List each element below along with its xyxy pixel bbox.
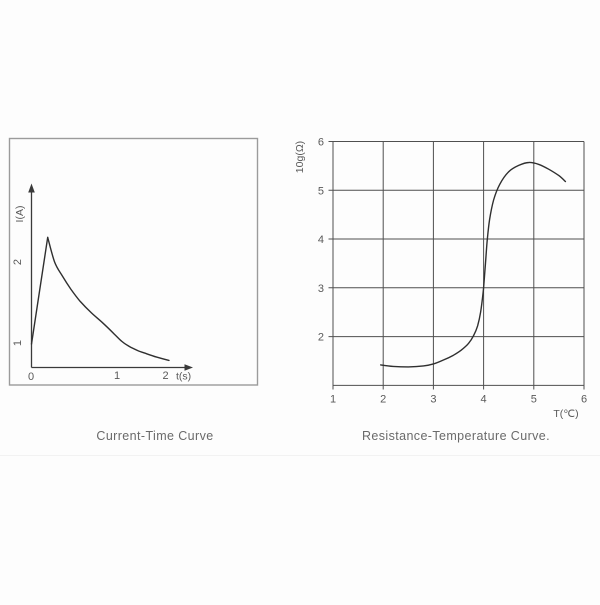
y-tick-label: 3	[318, 283, 324, 295]
y-tick-label: 1	[12, 340, 24, 346]
x-tick-label: 2	[162, 370, 168, 382]
x-tick-label: 2	[380, 394, 386, 406]
x-tick-label: 0	[28, 371, 34, 383]
x-tick-label: 3	[430, 394, 436, 406]
y-tick-label: 4	[318, 234, 324, 246]
x-axis-label: T(℃)	[553, 408, 578, 420]
x-axis-arrow-icon	[184, 364, 193, 371]
grid	[328, 141, 585, 390]
scan-artifact-line	[0, 455, 600, 456]
chart-frame-box	[8, 137, 259, 386]
y-tick-label: 2	[12, 259, 24, 265]
resistance-temperature-curve	[380, 161, 567, 368]
resistance-temperature-chart: 10g(Ω) T(℃) 6 5 4 3 2 1 2 3 4 5 6	[294, 137, 587, 421]
current-time-chart: I(A) t(s) 2 1 0 1 2	[8, 137, 259, 386]
x-axis-label: t(s)	[176, 371, 191, 383]
x-tick-label: 1	[330, 394, 336, 406]
current-rise-curve	[30, 236, 49, 345]
y-tick-label: 6	[318, 137, 324, 149]
left-chart-caption: Current-Time Curve	[96, 429, 214, 443]
y-axis-label: 10g(Ω)	[294, 141, 306, 173]
y-axis-arrow-icon	[28, 183, 35, 193]
right-chart-caption: Resistance-Temperature Curve.	[361, 429, 551, 443]
y-tick-label: 5	[318, 185, 324, 197]
x-tick-label: 5	[531, 394, 537, 406]
x-tick-label: 4	[481, 394, 487, 406]
x-tick-label: 1	[114, 370, 120, 382]
y-tick-label: 2	[318, 332, 324, 344]
x-tick-label: 6	[581, 394, 587, 406]
current-decay-curve	[47, 236, 170, 362]
y-axis-label: I(A)	[14, 206, 26, 223]
